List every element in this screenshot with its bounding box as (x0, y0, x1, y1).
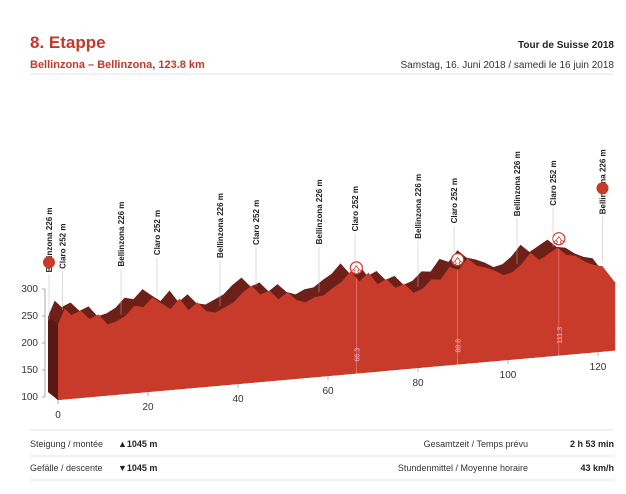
marker-label: 66.3 (354, 348, 361, 362)
speed-label: Stundenmittel / Moyenne horaire (398, 463, 528, 473)
place-label: Bellinzona 226 m (45, 207, 54, 272)
marker-label: 111.3 (557, 327, 564, 344)
sprint-icon-glyph (452, 256, 463, 265)
y-tick-label: 200 (21, 338, 38, 349)
x-tick-label: 60 (322, 386, 334, 397)
x-tick-label: 40 (232, 394, 244, 405)
climb-label: Steigung / montée (30, 439, 103, 449)
sprint-icon (349, 261, 363, 275)
tour-name: Tour de Suisse 2018 (518, 40, 614, 51)
x-tick-label: 120 (590, 362, 607, 373)
place-label: Claro 252 m (351, 186, 360, 231)
marker-label: 88.8 (456, 339, 463, 353)
plot: 100 150 200 250 300 0 20 40 60 80 100 120 66.3 88.8 11… (21, 149, 616, 421)
stage-date: Samstag, 16. Juni 2018 / samedi le 16 ju… (401, 60, 615, 71)
sprint-icon (451, 253, 465, 267)
profile-depth-left (48, 316, 58, 400)
speed-value: 43 km/h (580, 463, 614, 473)
x-tick-label: 100 (500, 370, 517, 381)
descent-label: Gefälle / descente (30, 463, 103, 473)
sprint-icon-glyph (554, 236, 564, 245)
climb-value: ▲1045 m (118, 439, 157, 449)
y-tick-label: 300 (21, 284, 38, 295)
place-label: Claro 252 m (450, 178, 459, 223)
x-tick-label: 80 (412, 378, 424, 389)
start-icon (43, 256, 55, 269)
place-label: Bellinzona 226 m (599, 149, 608, 214)
place-label: Claro 252 m (252, 200, 261, 245)
y-tick-label: 100 (21, 392, 38, 403)
place-label: Claro 252 m (549, 160, 558, 205)
finish-icon (596, 182, 609, 195)
place-label: Bellinzona 226 m (216, 193, 225, 258)
y-tick-label: 150 (21, 365, 38, 376)
place-label: Bellinzona 226 m (513, 151, 522, 216)
elevation-area (58, 247, 616, 400)
place-label: Bellinzona 226 m (414, 174, 423, 239)
place-label: Claro 252 m (59, 224, 68, 269)
place-label: Claro 252 m (153, 210, 162, 255)
time-label: Gesamtzeit / Temps prévu (424, 439, 528, 449)
time-value: 2 h 53 min (570, 439, 614, 449)
x-tick-label: 0 (55, 410, 61, 421)
stage-title: 8. Etappe (30, 33, 106, 52)
place-label: Bellinzona 226 m (117, 202, 126, 267)
place-label: Bellinzona 226 m (315, 179, 324, 244)
stage-route: Bellinzona – Bellinzona, 123.8 km (30, 59, 205, 71)
descent-value: ▼1045 m (118, 463, 157, 473)
x-tick-label: 20 (142, 402, 154, 413)
sprint-icon-glyph (351, 265, 362, 274)
y-tick-label: 250 (21, 311, 38, 322)
